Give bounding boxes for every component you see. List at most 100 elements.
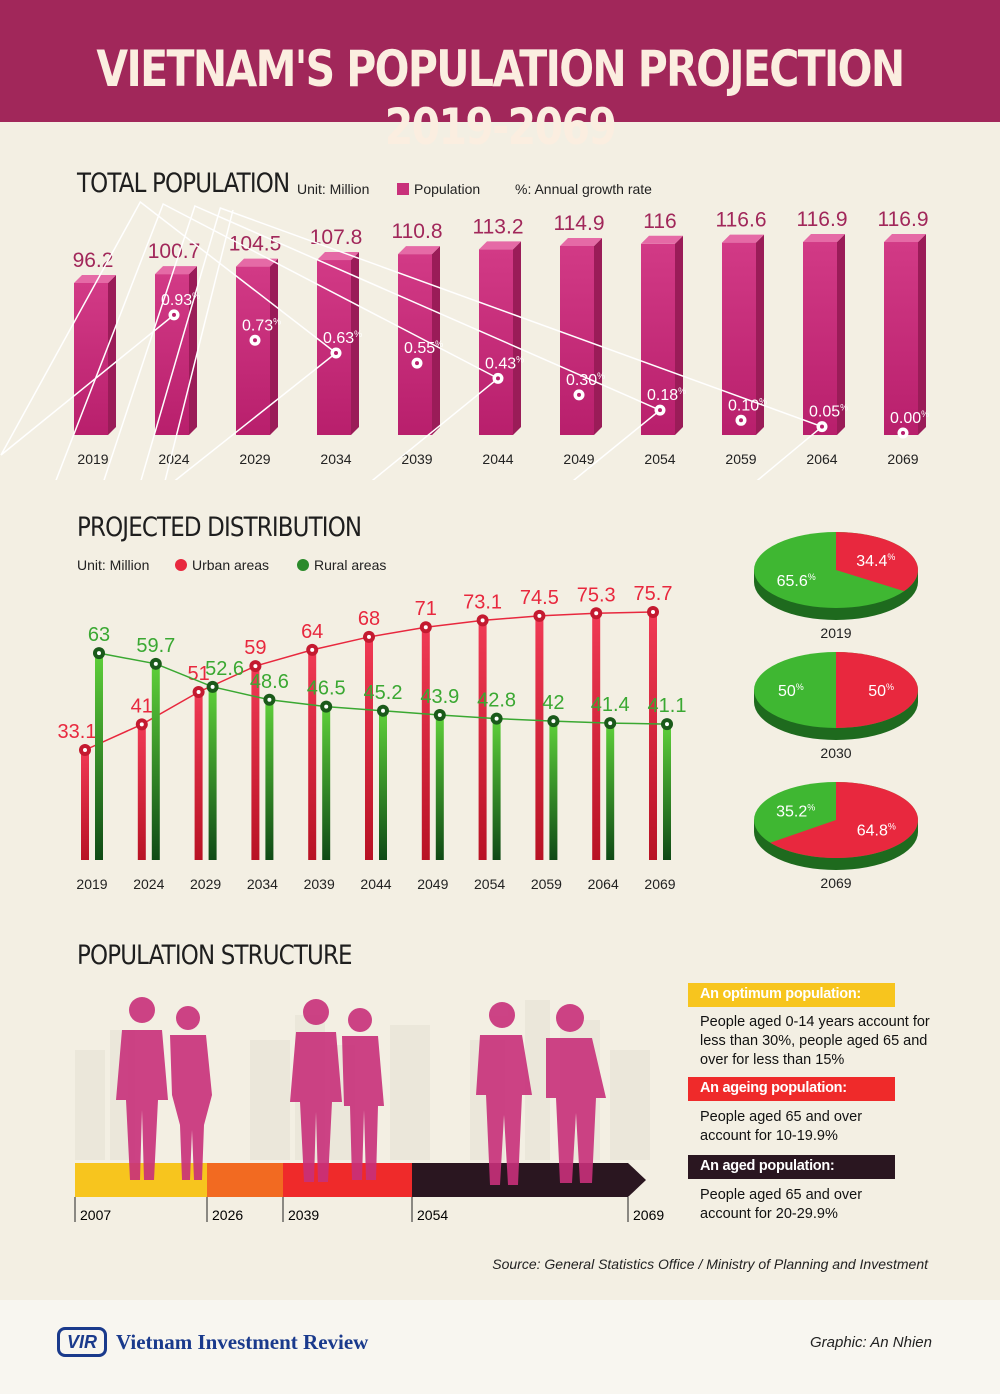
year-label: 2054: [644, 451, 675, 467]
population-value-label: 113.2: [473, 215, 524, 238]
population-bar-top: [74, 275, 116, 283]
pie-rural-label: 35.2%: [776, 803, 815, 821]
population-bar: [398, 254, 432, 435]
population-value-label: 110.8: [392, 220, 443, 243]
ageing-desc: People aged 65 and over account for 10-1…: [700, 1109, 863, 1144]
year-label: 2064: [806, 451, 837, 467]
population-bar: [236, 266, 270, 435]
population-value-label: 96.2: [73, 249, 114, 272]
year-label: 2024: [133, 876, 164, 892]
urban-bar: [535, 615, 544, 860]
population-bar-side: [675, 235, 683, 435]
rural-bar: [549, 721, 558, 860]
population-bar-side: [432, 246, 440, 435]
rural-point-center: [608, 721, 613, 726]
legend-population: Population: [397, 181, 480, 197]
legend-urban: Urban areas: [175, 557, 269, 573]
population-value-label: 116.6: [716, 209, 767, 232]
population-bar-side: [594, 237, 602, 435]
rural-point-center: [267, 697, 272, 702]
growth-rate-label: 0.55%: [404, 339, 443, 357]
growth-rate-point-center: [901, 431, 905, 435]
rural-point-center: [324, 704, 329, 709]
timeline-year: 2039: [288, 1207, 319, 1223]
growth-rate-point-center: [820, 424, 824, 429]
population-bar-side: [756, 234, 764, 435]
population-bar-top: [641, 235, 683, 244]
rural-value-label: 46.5: [307, 678, 346, 700]
structure-title: POPULATION STRUCTURE: [77, 940, 353, 971]
growth-rate-point-center: [172, 312, 176, 317]
legend-rural-label: Rural areas: [314, 557, 387, 573]
aged-desc: People aged 65 and over account for 20-2…: [700, 1187, 863, 1222]
urban-bar: [194, 692, 203, 860]
year-label: 2049: [417, 876, 448, 892]
population-bar: [560, 245, 594, 435]
rural-bar: [606, 723, 615, 860]
rural-bar: [95, 653, 103, 860]
rural-bar: [492, 718, 501, 860]
header-banner: [0, 0, 1000, 122]
rural-swatch: [297, 559, 309, 571]
pie-rural-label: 65.6%: [777, 572, 816, 590]
page-title: VIETNAM'S POPULATION PROJECTION 2019-206…: [96, 40, 905, 156]
timeline-ticks: [74, 1197, 629, 1222]
growth-rate-label: 0.00%: [890, 409, 929, 427]
urban-value-label: 41: [131, 695, 153, 717]
pie-year-label: 2030: [820, 745, 851, 761]
year-label: 2059: [725, 451, 756, 467]
total-population-title: TOTAL POPULATION: [77, 168, 290, 199]
rural-point-center: [210, 684, 215, 689]
urban-point-center: [196, 690, 201, 695]
urban-bar: [421, 627, 430, 860]
pie-slice-urban: [770, 782, 918, 858]
timeline-ageing: [283, 1163, 412, 1197]
pie-urban-label: 34.4%: [856, 552, 895, 570]
ageing-tag: An ageing population:: [688, 1077, 895, 1101]
urban-bar: [365, 636, 373, 860]
optimum-tag: An optimum population:: [688, 983, 895, 1007]
timeline-year: 2069: [633, 1207, 664, 1223]
year-label: 2034: [247, 876, 278, 892]
year-label: 2029: [239, 451, 270, 467]
source-note: Source: General Statistics Office / Mini…: [492, 1256, 928, 1272]
urban-value-label: 75.3: [577, 584, 616, 606]
year-label: 2029: [190, 876, 221, 892]
urban-value-label: 71: [415, 598, 437, 620]
rural-point-center: [381, 708, 385, 713]
urban-value-label: 73.1: [463, 591, 502, 613]
urban-value-label: 59: [244, 637, 266, 659]
urban-point-center: [83, 748, 87, 752]
growth-rate-point-center: [253, 338, 257, 343]
urban-value-label: 64: [301, 621, 323, 643]
urban-bar: [478, 620, 487, 860]
rural-value-label: 52.6: [205, 658, 244, 680]
population-value-label: 116: [643, 210, 676, 233]
growth-rate-label: 0.73%: [242, 316, 281, 334]
unit-label: Unit: Million: [297, 181, 370, 197]
rural-bar: [379, 710, 387, 860]
growth-rate-point-center: [496, 376, 500, 381]
urban-bar: [81, 750, 89, 860]
growth-rate-line: [0, 200, 824, 480]
urban-value-label: 74.5: [520, 587, 559, 609]
year-label: 2044: [482, 451, 513, 467]
population-value-label: 116.9: [878, 208, 929, 231]
growth-rate-label: 0.93%: [161, 291, 200, 309]
population-bar-side: [918, 234, 926, 435]
population-bar-top: [236, 258, 278, 267]
population-bar-top: [560, 237, 602, 246]
urban-bar: [308, 649, 317, 860]
pie-urban-label: 64.8%: [857, 821, 896, 839]
rural-bar: [663, 724, 671, 860]
growth-rate-label: 0.63%: [323, 329, 362, 347]
population-bar: [722, 242, 756, 435]
population-bar: [317, 260, 351, 435]
rural-point-center: [153, 661, 158, 666]
urban-point-center: [480, 618, 485, 623]
population-value-label: 107.8: [310, 226, 363, 249]
rural-point-center: [97, 651, 101, 656]
rural-point-center: [437, 713, 442, 718]
